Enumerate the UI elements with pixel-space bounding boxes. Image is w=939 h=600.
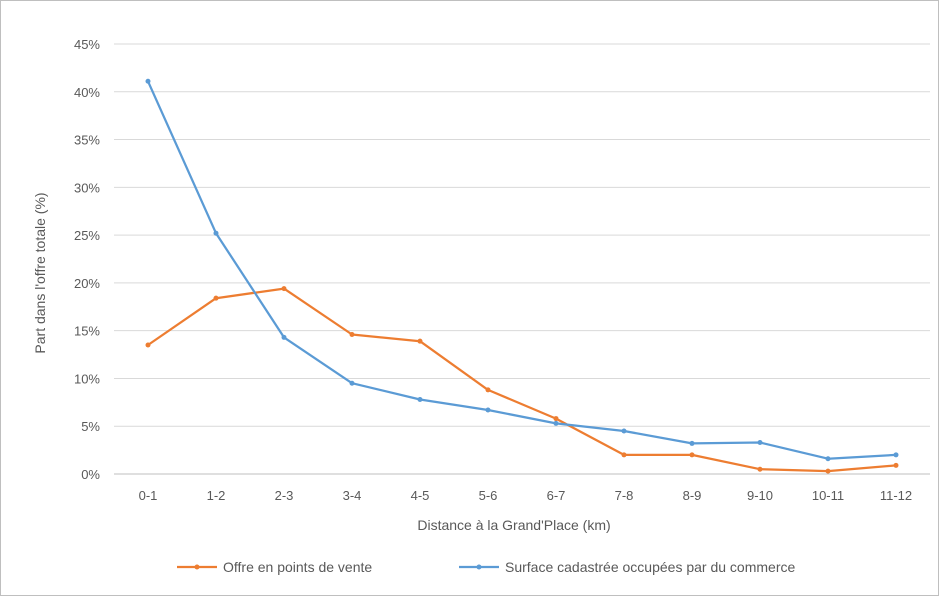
- y-axis-title: Part dans l'offre totale (%): [32, 192, 48, 353]
- data-point: [553, 416, 559, 422]
- series-line-0: [146, 287, 898, 473]
- x-tick-label: 5-6: [479, 488, 498, 503]
- y-axis-ticks: 0% 5% 10% 15% 20% 25% 30% 35% 40% 45%: [74, 37, 100, 482]
- x-axis-ticks: 0-1 1-2 2-3 3-4 4-5 5-6 6-7 7-8 8-9 9-10 10-11 11-1…: [139, 488, 913, 503]
- data-point: [825, 456, 831, 462]
- data-point: [893, 462, 899, 468]
- data-point: [417, 338, 423, 344]
- legend-label-surface: Surface cadastrée occupées par du commer…: [505, 559, 795, 575]
- y-tick-label: 30%: [74, 180, 100, 195]
- data-point: [145, 78, 151, 84]
- x-tick-label: 9-10: [747, 488, 773, 503]
- data-point: [485, 407, 491, 413]
- data-point: [621, 452, 627, 458]
- data-point: [281, 334, 287, 340]
- x-tick-label: 1-2: [207, 488, 226, 503]
- y-tick-label: 45%: [74, 37, 100, 52]
- x-tick-label: 11-12: [880, 488, 912, 503]
- data-point: [757, 439, 763, 445]
- x-tick-label: 6-7: [547, 488, 566, 503]
- data-point: [689, 440, 695, 446]
- data-point: [553, 420, 559, 426]
- y-tick-label: 5%: [81, 419, 100, 434]
- x-tick-label: 7-8: [615, 488, 634, 503]
- y-tick-label: 0%: [81, 467, 100, 482]
- data-point: [689, 452, 695, 458]
- x-tick-label: 0-1: [139, 488, 158, 503]
- legend-item-surface: Surface cadastrée occupées par du commer…: [459, 559, 795, 575]
- gridlines: [114, 43, 930, 475]
- series-lines: [145, 78, 899, 474]
- data-point: [621, 428, 627, 434]
- data-point: [485, 387, 491, 393]
- legend-label-offre: Offre en points de vente: [223, 559, 372, 575]
- legend-item-offre: Offre en points de vente: [177, 559, 372, 575]
- x-tick-label: 4-5: [411, 488, 430, 503]
- x-tick-label: 3-4: [343, 488, 362, 503]
- y-tick-label: 40%: [74, 85, 100, 100]
- data-point: [417, 396, 423, 402]
- data-point: [349, 380, 355, 386]
- data-point: [757, 466, 763, 472]
- y-tick-label: 15%: [74, 324, 100, 339]
- series-line-1: [146, 80, 898, 460]
- x-tick-label: 10-11: [812, 488, 844, 503]
- x-axis-title: Distance à la Grand'Place (km): [417, 517, 610, 533]
- y-tick-label: 35%: [74, 133, 100, 148]
- legend-marker-surface: [476, 564, 482, 570]
- data-point: [281, 286, 287, 292]
- data-point: [349, 331, 355, 337]
- data-point: [213, 295, 219, 301]
- legend: Offre en points de vente Surface cadastr…: [177, 559, 795, 575]
- legend-marker-offre: [194, 564, 200, 570]
- x-tick-label: 8-9: [683, 488, 702, 503]
- data-point: [825, 468, 831, 474]
- y-tick-label: 25%: [74, 228, 100, 243]
- data-point: [213, 230, 219, 236]
- y-tick-label: 10%: [74, 371, 100, 386]
- data-point: [893, 452, 899, 458]
- x-tick-label: 2-3: [275, 488, 294, 503]
- y-tick-label: 20%: [74, 276, 100, 291]
- data-point: [145, 342, 151, 348]
